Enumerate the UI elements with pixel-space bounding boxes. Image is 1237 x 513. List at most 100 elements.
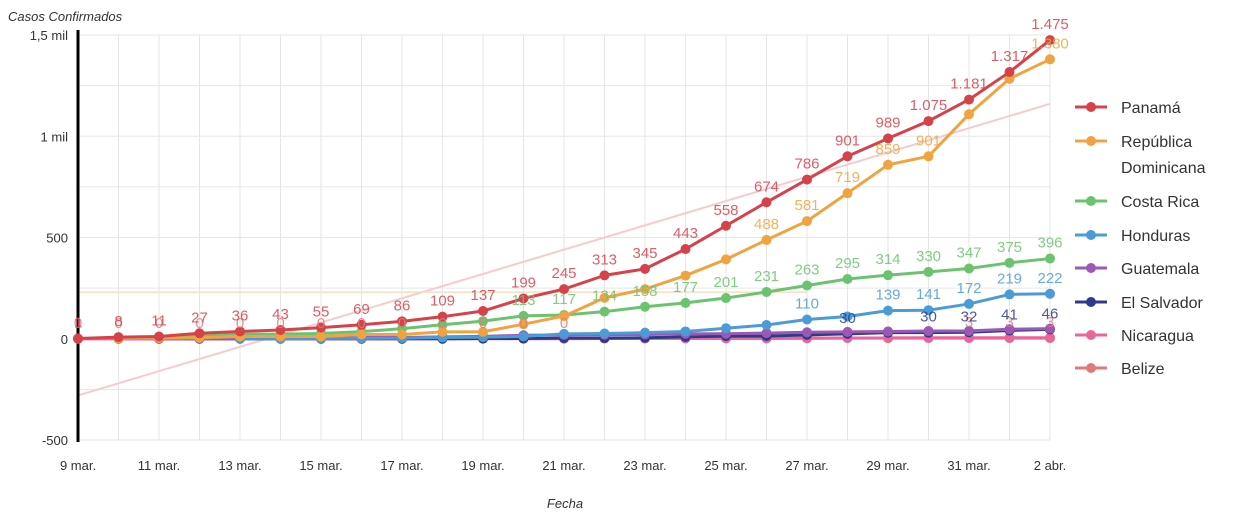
data-label: 137: [470, 287, 495, 304]
data-point: [802, 174, 812, 185]
data-point: [761, 328, 772, 339]
data-point: [640, 301, 650, 312]
legend-entry: Nicaragua: [1075, 328, 1194, 345]
y-tick-label: 0: [61, 332, 68, 347]
legend-label: Dominicana: [1121, 160, 1206, 177]
y-tick-label: -500: [42, 433, 68, 448]
data-point: [1045, 253, 1055, 264]
data-point: [964, 94, 974, 105]
data-point: [802, 327, 812, 338]
data-point: [356, 319, 367, 330]
data-point: [559, 328, 569, 339]
legend-label: Honduras: [1121, 228, 1190, 245]
data-point: [883, 270, 893, 281]
legend-label: Panamá: [1121, 100, 1181, 117]
data-point: [842, 188, 853, 199]
data-label: 43: [272, 306, 289, 323]
data-label: 30: [839, 310, 856, 327]
data-point: [194, 328, 205, 339]
data-label: 345: [632, 245, 657, 262]
data-point: [478, 316, 488, 327]
data-label: 113: [512, 292, 536, 309]
data-point: [842, 274, 853, 285]
legend-swatch-dot: [1086, 136, 1096, 146]
data-label: 222: [1037, 270, 1062, 287]
y-tick-label: 1 mil: [41, 129, 69, 144]
data-label: 558: [713, 202, 738, 219]
legend-label: Guatemala: [1121, 261, 1199, 278]
data-point: [478, 326, 488, 337]
data-label: 41: [1001, 306, 1018, 323]
data-label: 719: [835, 169, 860, 186]
y-tick-label: 1,5 mil: [30, 28, 68, 43]
series-panamá: [73, 35, 1055, 344]
data-label: 30: [920, 309, 937, 326]
y-axis-title: Casos Confirmados: [8, 9, 123, 24]
x-tick-label: 15 mar.: [299, 458, 342, 473]
data-point: [437, 319, 448, 330]
data-label: 0: [195, 315, 203, 332]
x-tick-label: 31 mar.: [947, 458, 990, 473]
data-point: [316, 322, 326, 333]
data-point: [721, 323, 731, 334]
legend-entry: República Dominicana: [1075, 134, 1206, 177]
data-point: [559, 284, 569, 295]
data-point: [518, 293, 529, 304]
data-point: [883, 305, 893, 316]
data-point: [1045, 332, 1055, 343]
legend-entry: El Salvador: [1075, 295, 1203, 312]
data-point: [680, 270, 691, 281]
data-label: 172: [956, 280, 981, 297]
data-point: [802, 314, 812, 325]
data-label: 46: [1042, 305, 1059, 322]
data-point: [964, 325, 974, 336]
data-point: [680, 297, 691, 308]
data-point: [761, 234, 772, 245]
x-tick-label: 21 mar.: [542, 458, 585, 473]
data-label: 347: [956, 244, 981, 261]
data-point: [842, 311, 853, 322]
axes: 1,5 mil 1 mil 500 0 -500 9 mar. 11 mar. 13 mar.…: [30, 28, 1067, 473]
data-point: [154, 331, 164, 342]
data-label: 1.181: [950, 76, 988, 93]
data-label: 8: [114, 313, 122, 330]
data-point: [964, 298, 974, 309]
data-label: 1.075: [910, 97, 948, 114]
data-label: 231: [754, 268, 779, 285]
x-tick-label: 23 mar.: [623, 458, 666, 473]
data-label: 0: [398, 315, 406, 332]
legend-swatch-dot: [1086, 263, 1096, 273]
data-label: 581: [794, 197, 819, 214]
data-label: 134: [592, 288, 617, 305]
legend-label: El Salvador: [1121, 295, 1203, 312]
data-label: 314: [875, 251, 900, 268]
data-label: 330: [916, 248, 941, 265]
data-label: 55: [313, 304, 330, 321]
data-label: 313: [592, 251, 617, 268]
legend-label: Costa Rica: [1121, 194, 1199, 211]
data-label: 139: [875, 287, 900, 304]
data-point: [640, 263, 650, 274]
data-label: 0: [560, 315, 568, 332]
data-point: [518, 319, 529, 330]
series-honduras: [235, 288, 1055, 344]
data-point: [1004, 289, 1015, 300]
legend-entry: Honduras: [1075, 228, 1190, 245]
data-point: [1004, 67, 1015, 78]
data-label: 0: [317, 315, 325, 332]
data-label: 0: [479, 315, 487, 332]
data-label: 117: [552, 291, 576, 308]
data-point: [437, 311, 448, 322]
data-label: 901: [916, 132, 941, 149]
data-point: [113, 332, 124, 343]
legend-entry: Panamá: [1075, 100, 1181, 117]
data-label: 263: [794, 261, 819, 278]
data-point: [599, 306, 610, 317]
data-point: [599, 270, 610, 281]
data-point: [721, 293, 731, 304]
legend-entry: Costa Rica: [1075, 194, 1199, 211]
legend-swatch-dot: [1086, 102, 1096, 112]
x-tick-label: 13 mar.: [218, 458, 261, 473]
data-label: 201: [713, 274, 738, 291]
